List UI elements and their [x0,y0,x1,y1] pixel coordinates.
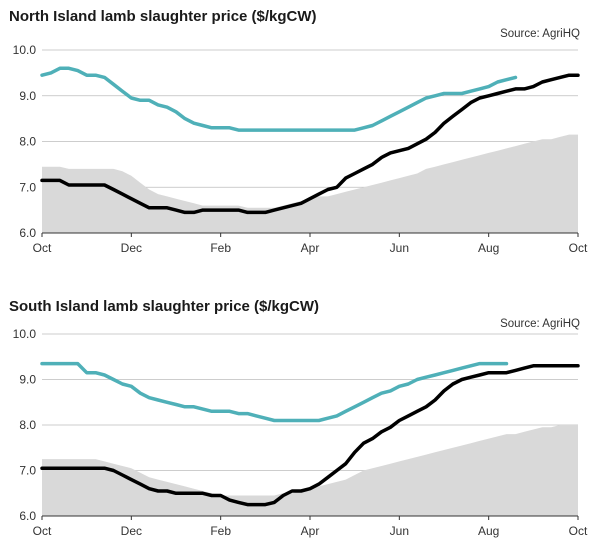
chart-title: North Island lamb slaughter price ($/kgC… [9,8,317,25]
x-tick: Apr [301,241,320,255]
y-tick-label: 7.0 [19,464,36,478]
y-tick: 7.0 [19,464,36,478]
y-tick-label: 6.0 [19,509,36,523]
y-tick-label: 10.0 [13,327,37,341]
x-tick: Jun [390,241,409,255]
chart-title: South Island lamb slaughter price ($/kgC… [9,298,320,315]
y-tick-label: 7.0 [19,180,36,194]
x-tick: Apr [301,524,320,538]
x-tick-label: Jun [390,524,409,538]
y-tick-label: 8.0 [19,135,36,149]
y-tick-label: 10.0 [13,43,37,57]
y-tick: 9.0 [19,373,36,387]
y-tick-label: 8.0 [19,418,36,432]
x-tick: Dec [121,524,142,538]
line-series-2 [40,73,580,215]
y-tick: 6.0 [19,226,36,240]
line-series-1 [40,66,518,132]
y-tick-label: 6.0 [19,226,36,240]
north-island-chart: North Island lamb slaughter price ($/kgC… [9,8,588,255]
x-tick: Oct [569,524,588,538]
x-tick-label: Aug [478,241,499,255]
x-tick: Feb [210,241,231,255]
x-tick: Oct [569,241,588,255]
south-island-chart: South Island lamb slaughter price ($/kgC… [0,290,594,554]
plot-area: 6.0 7.0 8.0 9.0 10.0 Oct Dec Feb Apr Jun Aug Oct [13,43,588,255]
y-tick: 7.0 [19,180,36,194]
y-tick: 9.0 [19,89,36,103]
chart-source: Source: AgriHQ [500,318,580,330]
x-tick: Jun [390,524,409,538]
x-tick-label: Apr [301,524,320,538]
x-tick-label: Feb [210,241,231,255]
y-tick: 8.0 [19,135,36,149]
x-tick-label: Aug [478,524,499,538]
x-tick-label: Oct [33,241,52,255]
x-tick-label: Feb [210,524,231,538]
x-tick: Oct [33,241,52,255]
x-tick-label: Dec [121,524,142,538]
line-series-2 [40,364,580,507]
y-tick: 10.0 [13,327,37,341]
x-tick-label: Apr [301,241,320,255]
x-tick: Dec [121,241,142,255]
y-tick: 8.0 [19,418,36,432]
x-tick-label: Oct [569,241,588,255]
x-tick: Aug [478,524,499,538]
area-series-0 [42,134,578,233]
y-tick: 6.0 [19,509,36,523]
x-tick-label: Dec [121,241,142,255]
chart-source: Source: AgriHQ [500,28,580,40]
x-tick-label: Jun [390,241,409,255]
x-tick: Oct [33,524,52,538]
line-series-1 [40,361,509,423]
x-tick: Aug [478,241,499,255]
y-tick: 10.0 [13,43,37,57]
x-tick-label: Oct [33,524,52,538]
y-tick-label: 9.0 [19,373,36,387]
x-tick-label: Oct [569,524,588,538]
plot-area: 6.0 7.0 8.0 9.0 10.0 Oct Dec Feb Apr Jun Aug Oct [13,327,588,538]
x-tick: Feb [210,524,231,538]
y-tick-label: 9.0 [19,89,36,103]
